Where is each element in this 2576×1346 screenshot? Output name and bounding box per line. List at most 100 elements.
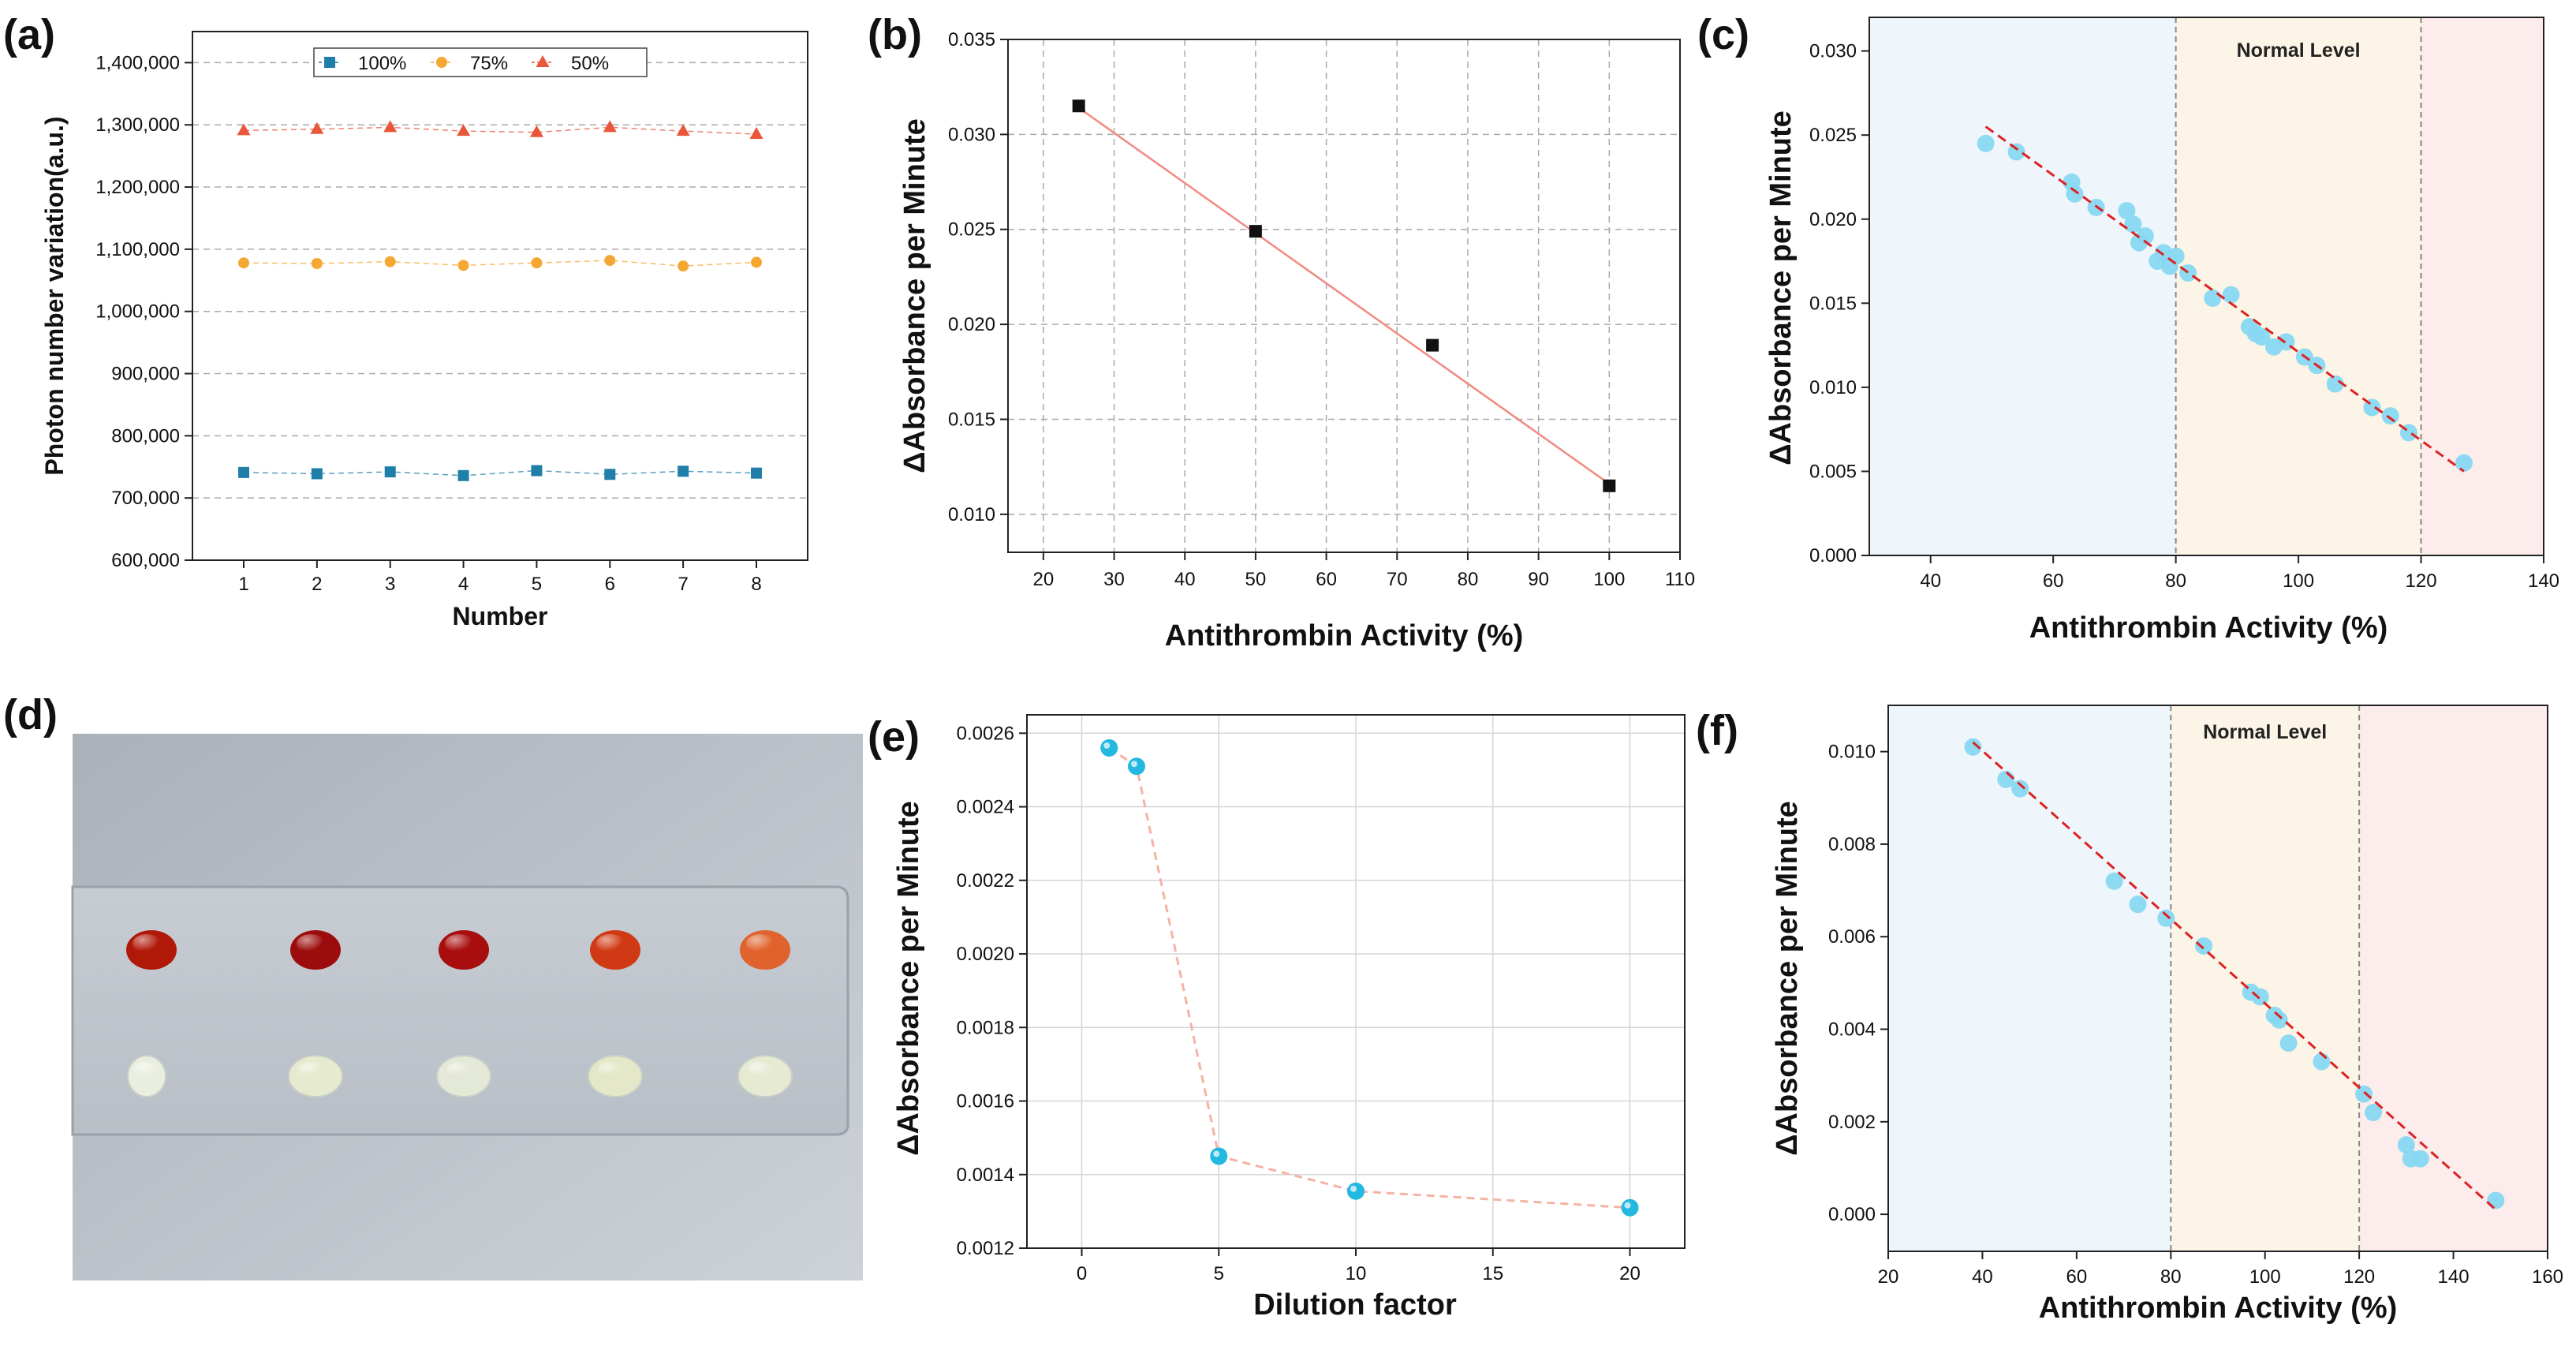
normal-level-annotation-c: Normal Level: [2237, 39, 2361, 62]
data-point: [384, 466, 396, 478]
series-a: [237, 120, 763, 481]
sample-drops: [126, 930, 793, 1097]
y-tick-label: 0.0020: [957, 944, 1014, 965]
fit-line: [1077, 107, 1611, 485]
x-tick-label: 160: [2532, 1266, 2563, 1288]
y-tick-label: 600,000: [111, 550, 180, 571]
y-tick-label: 700,000: [111, 488, 180, 509]
data-point-highlight: [1213, 1150, 1220, 1157]
drop-shine: [446, 1062, 472, 1078]
data-point: [1426, 338, 1439, 352]
data-point-highlight: [1103, 742, 1111, 749]
legend-marker: [536, 55, 550, 67]
data-point: [2011, 780, 2029, 798]
data-point: [2204, 289, 2222, 307]
data-point: [2251, 988, 2269, 1006]
data-point: [457, 469, 469, 481]
data-point: [604, 469, 616, 480]
y-tick-label: 0.008: [1828, 834, 1876, 855]
data-point: [2411, 1150, 2429, 1168]
x-tick-label: 60: [2066, 1266, 2088, 1288]
x-tick-label: 60: [2043, 570, 2064, 592]
x-axis-title-e: Dilution factor: [1253, 1288, 1457, 1322]
x-tick-label: 5: [1214, 1263, 1224, 1284]
fit-line: [1984, 125, 2465, 473]
y-tick-label: 0.030: [1809, 41, 1857, 62]
y-tick-label: 0.0014: [957, 1165, 1014, 1186]
x-tick-label: 3: [385, 574, 395, 595]
ticks-c: 40 60 80 100 120 140 0.000 0.005 0.010 0.015 0.020…: [1809, 41, 2559, 592]
data-point: [604, 255, 616, 267]
data-point: [2136, 227, 2154, 245]
ticks-b: 20 30 40 50 60 70 80 90 100 110 0.010 0.015 0.020 0.0…: [948, 29, 1695, 590]
plot-frame-c: [1869, 17, 2544, 556]
drop-shine: [598, 1062, 623, 1078]
x-tick-label: 10: [1346, 1263, 1367, 1284]
zone-low: [1888, 705, 2171, 1251]
x-tick-label: 5: [532, 574, 542, 595]
y-tick-label: 0.006: [1828, 926, 1876, 948]
x-axis-title-a: Number: [453, 602, 548, 630]
y-tick-label: 1,300,000: [95, 114, 180, 136]
fit-line: [1972, 741, 2497, 1211]
y-tick-label: 0.025: [948, 219, 995, 241]
data-point: [2270, 1011, 2288, 1029]
ticks-a: 600,000 700,000 800,000 900,000 1,000,000 1,1…: [95, 52, 761, 595]
panel-label-b: (b): [868, 11, 922, 58]
data-point: [311, 258, 323, 270]
y-tick-label: 900,000: [111, 364, 180, 385]
y-tick-label: 0.002: [1828, 1112, 1876, 1133]
x-tick-label: 6: [605, 574, 615, 595]
data-point: [2381, 407, 2399, 425]
y-tick-label: 0.0022: [957, 870, 1014, 892]
data-point: [1210, 1147, 1228, 1165]
series-line-50%: [243, 126, 757, 135]
plot-frame-f: [1887, 705, 2548, 1252]
data-point: [751, 256, 762, 268]
x-axis-title-f: Antithrombin Activity (%): [2039, 1292, 2398, 1325]
panel-label-c: (c): [1697, 11, 1749, 58]
x-tick-label: 100: [1593, 569, 1625, 590]
series-c: [1977, 125, 2473, 473]
x-tick-label: 40: [1972, 1266, 1993, 1288]
y-axis-title-e: ΔAbsorbance per Minute: [892, 801, 925, 1156]
x-tick-label: 80: [1458, 569, 1479, 590]
zones-f: [1888, 705, 2548, 1251]
x-tick-label: 20: [1878, 1266, 1899, 1288]
data-point: [2487, 1191, 2505, 1210]
y-tick-label: 1,000,000: [95, 301, 180, 323]
data-point: [237, 123, 251, 136]
data-point: [238, 257, 249, 269]
data-point: [2007, 143, 2025, 161]
y-tick-label: 0.025: [1809, 125, 1857, 146]
y-axis-title-a: Photon number variation(a.u.): [40, 116, 69, 475]
data-point: [2195, 937, 2213, 955]
panel-label-a: (a): [3, 11, 55, 58]
data-point: [2157, 909, 2175, 927]
data-point: [1977, 134, 1995, 152]
series-f: [1964, 738, 2505, 1211]
series-line-75%: [243, 260, 757, 267]
y-tick-label: 0.020: [948, 314, 995, 335]
y-axis-title-c: ΔAbsorbance per Minute: [1764, 110, 1798, 465]
data-point: [2105, 872, 2123, 890]
data-point: [2222, 286, 2240, 304]
data-point: [384, 256, 396, 267]
grid-e: [1027, 715, 1685, 1249]
x-tick-label: 60: [1316, 569, 1337, 590]
y-tick-label: 0.0012: [957, 1238, 1014, 1259]
grid-a: [192, 62, 808, 499]
y-axis-title-b: ΔAbsorbance per Minute: [898, 118, 931, 473]
data-point-highlight: [1350, 1185, 1357, 1192]
x-tick-label: 140: [2528, 570, 2559, 592]
zones-c: [1869, 17, 2544, 555]
y-tick-label: 0.004: [1828, 1019, 1876, 1041]
y-tick-label: 0.0018: [957, 1017, 1014, 1038]
drop-shine: [297, 934, 325, 953]
y-tick-label: 0.0016: [957, 1091, 1014, 1112]
data-point: [2118, 202, 2136, 220]
ticks-f: 20 40 60 80 100 120 140 160 0.000 0.002 0.004 0.006…: [1828, 742, 2563, 1288]
legend-box: [313, 47, 648, 77]
data-point: [2129, 895, 2147, 914]
